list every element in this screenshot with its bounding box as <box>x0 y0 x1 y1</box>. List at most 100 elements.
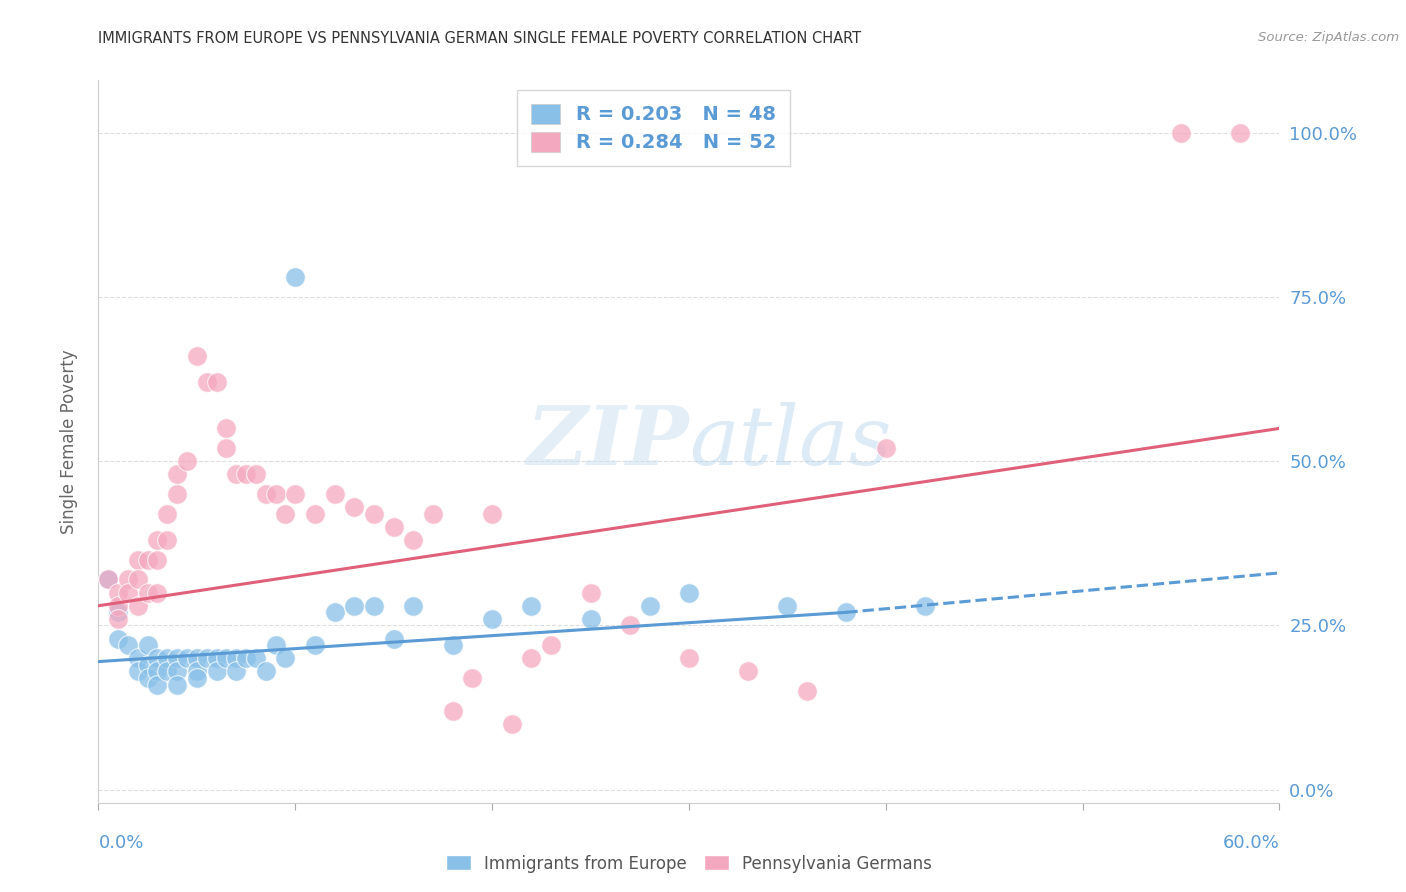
Point <box>215 421 238 435</box>
Point <box>205 651 228 665</box>
Point <box>343 500 366 515</box>
Point <box>166 487 188 501</box>
Point <box>166 651 188 665</box>
Point <box>678 585 700 599</box>
Point <box>146 651 169 665</box>
Point <box>225 665 247 679</box>
Point <box>363 599 385 613</box>
Point <box>402 599 425 613</box>
Text: IMMIGRANTS FROM EUROPE VS PENNSYLVANIA GERMAN SINGLE FEMALE POVERTY CORRELATION : IMMIGRANTS FROM EUROPE VS PENNSYLVANIA G… <box>98 31 862 46</box>
Point <box>363 507 385 521</box>
Text: atlas: atlas <box>689 401 891 482</box>
Point <box>166 677 188 691</box>
Point <box>127 573 149 587</box>
Point <box>136 638 159 652</box>
Point <box>737 665 759 679</box>
Point <box>156 651 179 665</box>
Point <box>136 553 159 567</box>
Point <box>1229 126 1251 140</box>
Point <box>422 507 444 521</box>
Point <box>304 507 326 521</box>
Text: 0.0%: 0.0% <box>98 834 143 852</box>
Point <box>186 665 208 679</box>
Point <box>127 665 149 679</box>
Point <box>441 704 464 718</box>
Point <box>225 651 247 665</box>
Point <box>540 638 562 652</box>
Point <box>166 467 188 482</box>
Point <box>245 467 267 482</box>
Point <box>481 612 503 626</box>
Legend: Immigrants from Europe, Pennsylvania Germans: Immigrants from Europe, Pennsylvania Ger… <box>439 848 939 880</box>
Point <box>274 651 297 665</box>
Point <box>215 441 238 455</box>
Point <box>284 487 307 501</box>
Point <box>156 507 179 521</box>
Point <box>579 612 602 626</box>
Point <box>323 487 346 501</box>
Point <box>176 651 198 665</box>
Point <box>796 684 818 698</box>
Point <box>235 467 257 482</box>
Point <box>205 665 228 679</box>
Point <box>195 651 218 665</box>
Point <box>382 632 405 646</box>
Point <box>875 441 897 455</box>
Point <box>97 573 120 587</box>
Point <box>678 651 700 665</box>
Point <box>107 632 129 646</box>
Point <box>127 599 149 613</box>
Point <box>146 553 169 567</box>
Y-axis label: Single Female Poverty: Single Female Poverty <box>59 350 77 533</box>
Point <box>146 677 169 691</box>
Point <box>1170 126 1192 140</box>
Point <box>146 665 169 679</box>
Point <box>107 612 129 626</box>
Point <box>382 520 405 534</box>
Point <box>117 573 139 587</box>
Point <box>481 507 503 521</box>
Point <box>146 533 169 547</box>
Point <box>264 487 287 501</box>
Point <box>264 638 287 652</box>
Text: 60.0%: 60.0% <box>1223 834 1279 852</box>
Point <box>107 605 129 619</box>
Point <box>186 671 208 685</box>
Point <box>254 665 277 679</box>
Point <box>156 665 179 679</box>
Point <box>323 605 346 619</box>
Point <box>461 671 484 685</box>
Point <box>835 605 858 619</box>
Point <box>186 651 208 665</box>
Point <box>619 618 641 632</box>
Point <box>914 599 936 613</box>
Point <box>776 599 799 613</box>
Point <box>117 585 139 599</box>
Point <box>176 454 198 468</box>
Point <box>638 599 661 613</box>
Point <box>245 651 267 665</box>
Point <box>579 585 602 599</box>
Point <box>127 553 149 567</box>
Point <box>127 651 149 665</box>
Point <box>284 270 307 285</box>
Point <box>136 671 159 685</box>
Point <box>402 533 425 547</box>
Point <box>274 507 297 521</box>
Point <box>205 376 228 390</box>
Point <box>501 717 523 731</box>
Point <box>343 599 366 613</box>
Point <box>520 599 543 613</box>
Point <box>195 376 218 390</box>
Point <box>107 599 129 613</box>
Text: Source: ZipAtlas.com: Source: ZipAtlas.com <box>1258 31 1399 45</box>
Point <box>136 657 159 672</box>
Point <box>520 651 543 665</box>
Point <box>156 533 179 547</box>
Point <box>254 487 277 501</box>
Legend: R = 0.203   N = 48, R = 0.284   N = 52: R = 0.203 N = 48, R = 0.284 N = 52 <box>517 90 790 166</box>
Point <box>136 585 159 599</box>
Point <box>304 638 326 652</box>
Text: ZIP: ZIP <box>526 401 689 482</box>
Point <box>166 665 188 679</box>
